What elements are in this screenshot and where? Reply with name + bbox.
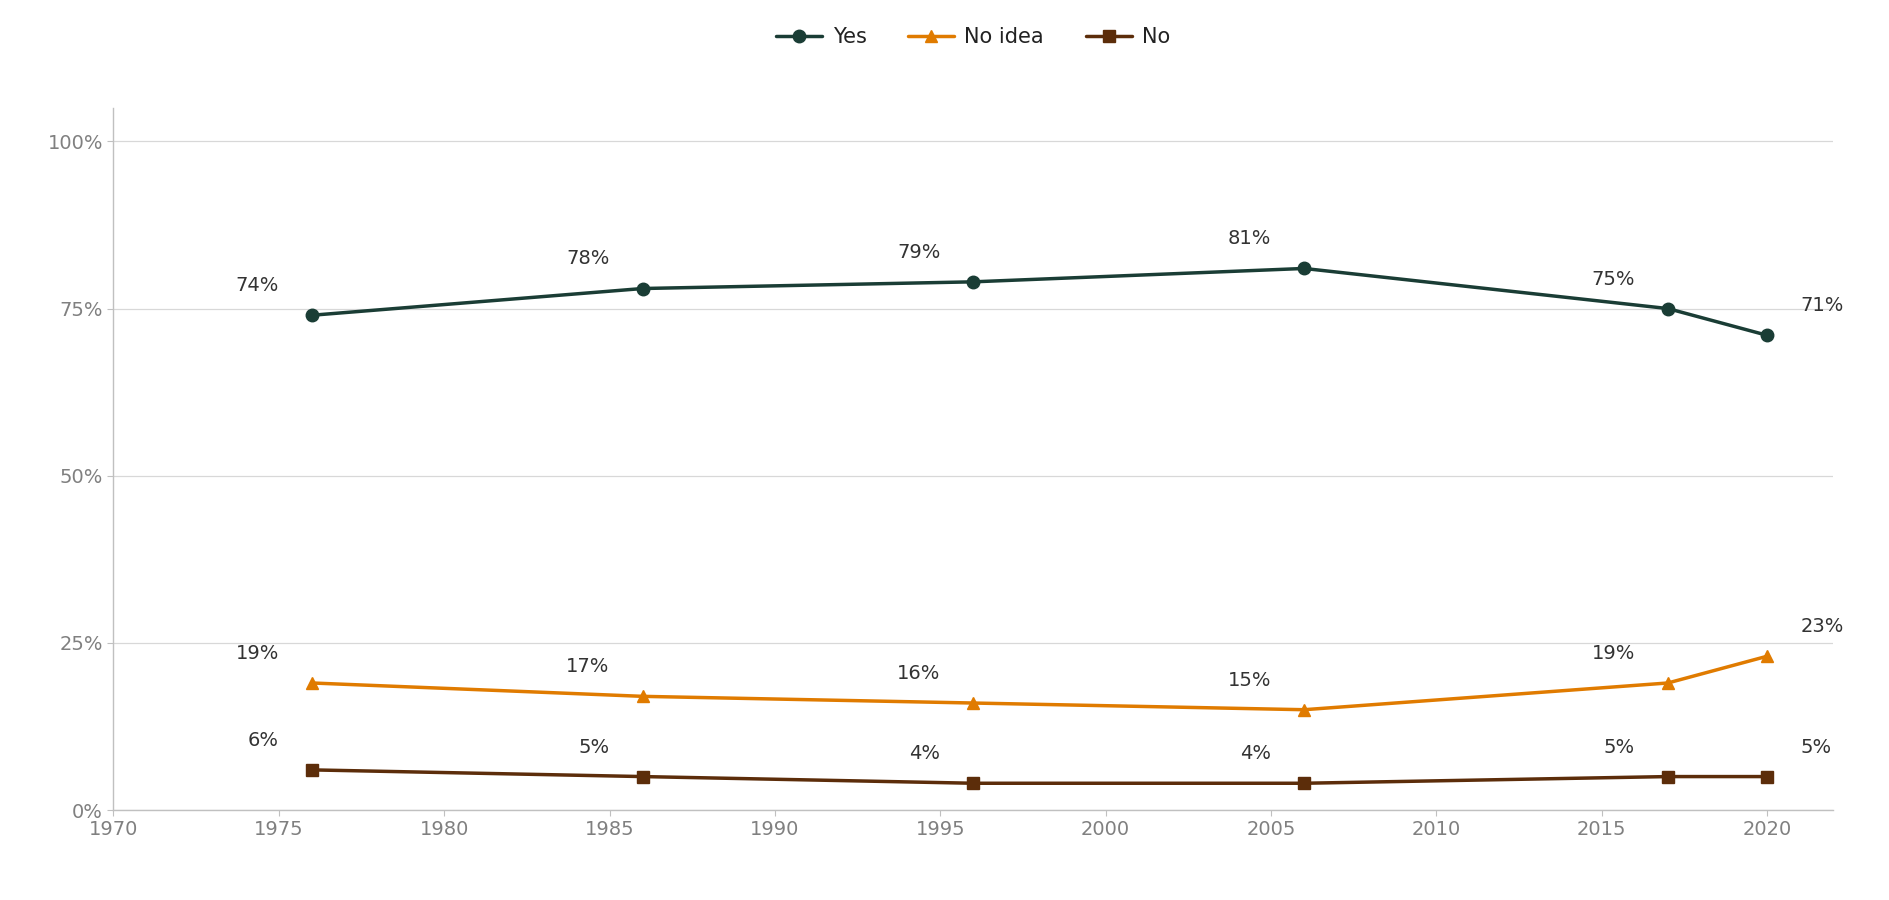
No bbox=[1755, 771, 1778, 782]
No idea bbox=[1657, 678, 1679, 688]
No bbox=[300, 764, 323, 775]
Text: 75%: 75% bbox=[1591, 269, 1634, 289]
No bbox=[1292, 778, 1315, 788]
Yes bbox=[631, 284, 654, 294]
Text: 74%: 74% bbox=[236, 276, 280, 295]
Text: 71%: 71% bbox=[1800, 296, 1842, 315]
Text: 23%: 23% bbox=[1800, 617, 1842, 636]
Yes bbox=[1657, 303, 1679, 314]
Yes bbox=[300, 310, 323, 320]
Text: 5%: 5% bbox=[1800, 737, 1830, 757]
Text: 81%: 81% bbox=[1228, 230, 1269, 248]
No idea bbox=[962, 698, 984, 708]
Line: Yes: Yes bbox=[306, 262, 1772, 342]
Text: 16%: 16% bbox=[897, 664, 939, 683]
Text: 4%: 4% bbox=[909, 744, 939, 763]
Legend: Yes, No idea, No: Yes, No idea, No bbox=[776, 27, 1169, 47]
Text: 6%: 6% bbox=[247, 731, 280, 750]
Line: No idea: No idea bbox=[306, 650, 1772, 716]
Text: 5%: 5% bbox=[578, 737, 608, 757]
No idea bbox=[1755, 651, 1778, 661]
Text: 79%: 79% bbox=[897, 243, 939, 262]
Line: No: No bbox=[306, 763, 1772, 789]
No idea bbox=[1292, 705, 1315, 716]
No idea bbox=[631, 691, 654, 702]
Text: 4%: 4% bbox=[1239, 744, 1269, 763]
Yes bbox=[1292, 263, 1315, 274]
Text: 19%: 19% bbox=[1591, 644, 1634, 663]
Text: 5%: 5% bbox=[1604, 737, 1634, 757]
Yes bbox=[962, 276, 984, 287]
Text: 78%: 78% bbox=[567, 249, 608, 268]
No bbox=[631, 771, 654, 782]
Text: 15%: 15% bbox=[1226, 670, 1269, 689]
No bbox=[962, 778, 984, 788]
Yes bbox=[1755, 330, 1778, 341]
Text: 19%: 19% bbox=[236, 644, 280, 663]
No idea bbox=[300, 678, 323, 688]
No bbox=[1657, 771, 1679, 782]
Text: 17%: 17% bbox=[567, 657, 608, 676]
